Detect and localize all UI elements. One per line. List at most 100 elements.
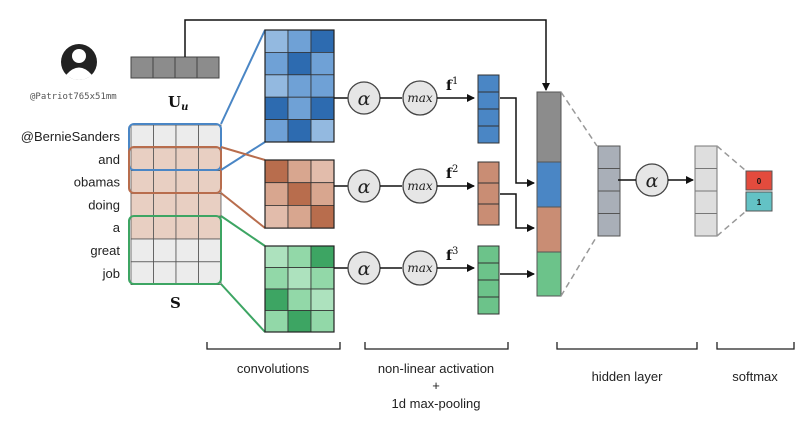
- sentence-matrix: [130, 124, 222, 285]
- dashed-link-bottom: [560, 235, 598, 297]
- user-embedding-cell: [196, 56, 220, 79]
- conv-feature-map-2: [264, 159, 335, 229]
- conv-cell: [264, 245, 289, 268]
- conv-border: [264, 159, 335, 229]
- user-embedding-cell: [130, 56, 154, 79]
- vector-cell: [477, 203, 500, 226]
- sentence-cell: [198, 215, 222, 240]
- hidden-layer-vector: [597, 145, 621, 237]
- feature-vector-3: [477, 245, 500, 315]
- concatenated-vector: [536, 91, 562, 297]
- conv-cell: [287, 119, 312, 143]
- conv-cell: [310, 310, 335, 333]
- vector-cell: [694, 213, 718, 237]
- conv-cell: [264, 159, 289, 184]
- output-vector: [694, 145, 718, 237]
- dashed-softmax-bottom: [716, 211, 746, 237]
- vector-cell: [477, 245, 500, 264]
- caption-nonlinear-activation: non-linear activation: [378, 361, 494, 376]
- vector-cell: [694, 168, 718, 192]
- vector-cell: [694, 190, 718, 214]
- vector-cell: [477, 262, 500, 281]
- vector-cell: [477, 182, 500, 205]
- sentence-cell: [153, 170, 177, 194]
- sentence-cell: [153, 147, 177, 172]
- sentence-word: job: [102, 266, 120, 281]
- sentence-cell: [130, 147, 154, 172]
- conv-cell: [287, 182, 312, 206]
- green-filter-window: [128, 215, 222, 285]
- conv-cell: [287, 245, 312, 268]
- sentence-cell: [153, 192, 177, 217]
- sentence-cell: [153, 238, 177, 263]
- conv-border: [264, 245, 335, 333]
- conv-cell: [310, 29, 335, 53]
- conv-cell: [287, 288, 312, 311]
- caption-max-pooling: 1d max-pooling: [392, 396, 481, 411]
- conv-cell: [310, 119, 335, 143]
- sentence-word: a: [113, 220, 121, 235]
- sentence-matrix-label: S: [170, 294, 181, 312]
- user-embedding-arrow: [184, 19, 550, 91]
- vector-cell: [597, 213, 621, 237]
- conv-cell: [310, 288, 335, 311]
- sentence-cell: [130, 238, 154, 263]
- vector-cell: [477, 279, 500, 298]
- vector-cell: [477, 74, 500, 93]
- conv-cell: [310, 159, 335, 184]
- projection-lines: [220, 29, 266, 333]
- conv-cell: [310, 182, 335, 206]
- conv-cell: [287, 96, 312, 120]
- vector-cell: [477, 125, 500, 144]
- activation-symbol: α: [358, 176, 371, 198]
- feature-label: f2: [446, 164, 458, 182]
- conv-cell: [287, 310, 312, 333]
- conv-cell: [287, 204, 312, 229]
- sentence-word: doing: [88, 197, 120, 212]
- activation-symbol: α: [358, 258, 371, 280]
- feature-label: f1: [446, 76, 458, 94]
- dashed-softmax-top: [716, 145, 746, 171]
- sentence-words: @BernieSanders and obamas doing a great job: [21, 129, 121, 281]
- conv-cell: [310, 96, 335, 120]
- activation-pooling-rows: α max f1 α max f2 α max f3: [334, 76, 475, 286]
- conv-cell: [287, 267, 312, 290]
- conv-cell: [264, 288, 289, 311]
- caption-hidden-layer: hidden layer: [592, 369, 663, 384]
- vector-cell: [477, 161, 500, 184]
- caption-plus: +: [432, 378, 440, 393]
- sentence-cell: [130, 170, 154, 194]
- caption-convolutions: convolutions: [237, 361, 310, 376]
- sentence-cell: [130, 215, 154, 240]
- max-pool-symbol: max: [407, 91, 433, 105]
- sentence-cell: [175, 215, 199, 240]
- conv-cell: [264, 267, 289, 290]
- feature-vector-2: [477, 161, 500, 226]
- user-embedding-vector: [130, 56, 220, 79]
- conv-cell: [287, 159, 312, 184]
- sentence-word: and: [98, 152, 120, 167]
- sentence-cell: [153, 261, 177, 285]
- sentence-cell: [130, 192, 154, 217]
- conv-cell: [264, 29, 289, 53]
- conv-cell: [310, 267, 335, 290]
- sentence-cell: [130, 261, 154, 285]
- conv-cell: [264, 52, 289, 76]
- conv-border: [264, 29, 335, 143]
- user-embedding-cell: [174, 56, 198, 79]
- dashed-link-top: [560, 91, 598, 147]
- conv-cell: [310, 245, 335, 268]
- feature-vector-1: [477, 74, 500, 144]
- sentence-cell: [198, 192, 222, 217]
- conv-cell: [287, 29, 312, 53]
- sentence-cell: [198, 170, 222, 194]
- max-pool-symbol: max: [407, 261, 433, 275]
- sentence-cell: [198, 238, 222, 263]
- conv-cell: [310, 74, 335, 98]
- sentence-cell: [175, 170, 199, 194]
- sentence-word: @BernieSanders: [21, 129, 121, 144]
- conv-cell: [310, 52, 335, 76]
- vector-cell: [597, 145, 621, 169]
- vector-cell: [477, 91, 500, 110]
- softmax-output-1: [745, 191, 773, 212]
